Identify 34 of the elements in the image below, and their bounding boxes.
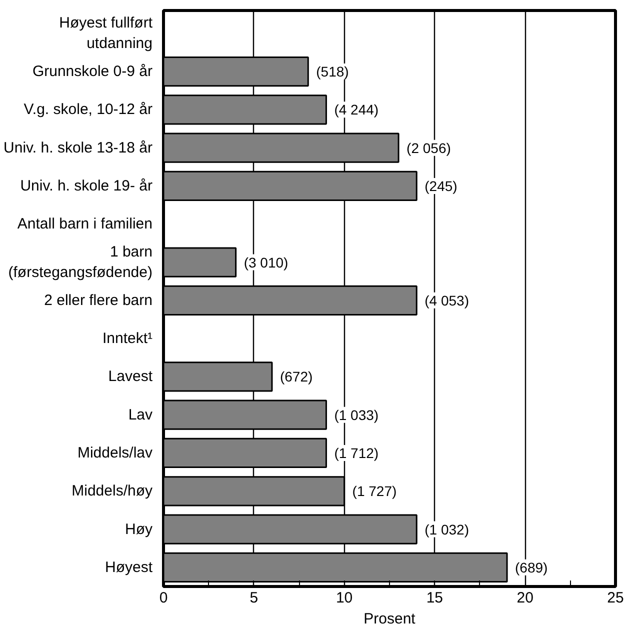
- y-tick-label: Høyest fullført utdanning: [59, 14, 154, 52]
- y-tick-label: V.g. skole, 10-12 år: [24, 101, 153, 118]
- annotation: (689): [515, 559, 548, 576]
- y-tick-label: 2 eller flere barn: [44, 292, 153, 309]
- y-tick-label: Høyest: [104, 558, 154, 576]
- y-tick-label: Lavest: [108, 368, 154, 386]
- annotation: (2 056): [406, 140, 451, 156]
- y-tick-label: Høy: [125, 520, 153, 538]
- annotation: (245): [424, 178, 458, 194]
- y-tick-label: Antall barn i familien: [17, 216, 153, 233]
- y-tick-label: Middels/lav: [77, 444, 153, 462]
- annotation: (4 053): [424, 292, 469, 308]
- x-tick-label: 5: [250, 590, 258, 606]
- y-tick-label: Grunnskole 0-9 år: [32, 63, 153, 80]
- annotation: (1 712): [334, 444, 379, 461]
- x-axis-title: Prosent: [364, 610, 416, 628]
- x-tick-label: 15: [426, 590, 444, 606]
- x-tick-label: 20: [516, 590, 534, 606]
- y-tick-label: Lav: [128, 406, 153, 424]
- y-tick-label: Univ. h. skole 19- år: [20, 177, 153, 194]
- annotation: (1 727): [352, 483, 397, 500]
- y-tick-label: Middels/høy: [72, 482, 153, 500]
- annotation: (3 010): [244, 254, 288, 270]
- x-tick-label: 25: [607, 590, 624, 606]
- x-tick-label: 0: [159, 590, 168, 606]
- annotation: (1 033): [334, 406, 379, 423]
- annotation: (4 244): [334, 102, 379, 118]
- y-tick-label: 1 barn (førstegangsfødende): [8, 244, 153, 281]
- y-tick-label: Univ. h. skole 13-18 år: [4, 139, 153, 156]
- annotation: (672): [280, 368, 313, 385]
- annotation: (518): [316, 64, 349, 80]
- annotation: (1 032): [424, 521, 469, 538]
- y-tick-label: Inntekt¹: [102, 330, 153, 348]
- x-tick-label: 10: [336, 590, 353, 606]
